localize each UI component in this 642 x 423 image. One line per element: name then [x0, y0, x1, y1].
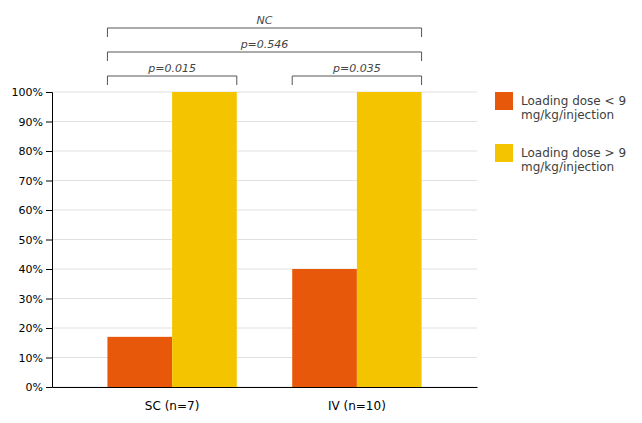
tick: IV (n=10) [328, 399, 386, 413]
annotation: p=0.035 [332, 62, 381, 75]
tick: 50% [19, 234, 52, 247]
tick: 70% [19, 175, 52, 188]
grid [52, 92, 477, 387]
legend-label: Loading dose < 9mg/kg/injection [521, 94, 626, 122]
x-axis: SC (n=7) IV (n=10) [53, 388, 478, 414]
tick: 100% [12, 86, 52, 99]
y-axis: 0% 10% 20% 30% 40% 50% 60% 70% 80% 90% 100% [12, 86, 53, 394]
tick-mark [46, 269, 52, 270]
legend-item: Loading dose > 9mg/kg/injection [495, 144, 626, 174]
tick-label: 40% [19, 263, 43, 276]
axis-line [46, 93, 53, 388]
tick-label: IV (n=10) [328, 399, 386, 413]
tick-label: SC (n=7) [145, 399, 199, 413]
legend-swatch [495, 92, 513, 110]
tick-mark [46, 358, 52, 359]
tick-label: 50% [19, 234, 43, 247]
tick: 0% [26, 381, 52, 394]
tick-mark [46, 151, 52, 152]
bar [107, 337, 172, 387]
tick: SC (n=7) [145, 399, 199, 413]
tick-mark [46, 387, 52, 388]
tick-mark [46, 240, 52, 241]
tick-label: 100% [12, 86, 43, 99]
tick-label: 90% [19, 116, 43, 129]
bar [172, 92, 237, 387]
tick-label: 70% [19, 175, 43, 188]
tick-label: 60% [19, 204, 43, 217]
annotation: p=0.015 [147, 62, 196, 75]
tick: 30% [19, 293, 52, 306]
bar [292, 269, 357, 387]
annotation: NC [257, 14, 273, 27]
axis-line [53, 387, 478, 388]
annotations: p=0.015 p=0.035 p=0.546 NC [107, 14, 421, 85]
tick-mark [46, 210, 52, 211]
chart: 0% 10% 20% 30% 40% 50% 60% 70% 80% 90% 100% SC (n=7… [0, 0, 642, 423]
tick: 40% [19, 263, 52, 276]
tick-mark [46, 181, 52, 182]
tick-mark [46, 299, 52, 300]
bracket [292, 76, 421, 85]
tick-label: 10% [19, 352, 43, 365]
tick: 10% [19, 352, 52, 365]
tick: 60% [19, 204, 52, 217]
tick-label: 20% [19, 322, 43, 335]
tick-label: 80% [19, 145, 43, 158]
legend-label: Loading dose > 9mg/kg/injection [521, 146, 626, 174]
legend-item: Loading dose < 9mg/kg/injection [495, 92, 626, 122]
plot: 0% 10% 20% 30% 40% 50% 60% 70% 80% 90% 100% SC (n=7… [12, 14, 627, 413]
annotation: p=0.546 [240, 38, 289, 51]
tick-label: 0% [26, 381, 43, 394]
bracket [107, 52, 421, 61]
bars [107, 92, 421, 387]
legend: Loading dose < 9mg/kg/injection Loading d… [495, 92, 626, 174]
tick: 90% [19, 116, 52, 129]
tick: 20% [19, 322, 52, 335]
bar [357, 92, 422, 387]
tick-mark [46, 122, 52, 123]
tick-label: 30% [19, 293, 43, 306]
tick: 80% [19, 145, 52, 158]
bracket [107, 76, 236, 85]
tick-mark [46, 92, 52, 93]
legend-swatch [495, 144, 513, 162]
tick-mark [46, 328, 52, 329]
bracket [107, 28, 421, 37]
